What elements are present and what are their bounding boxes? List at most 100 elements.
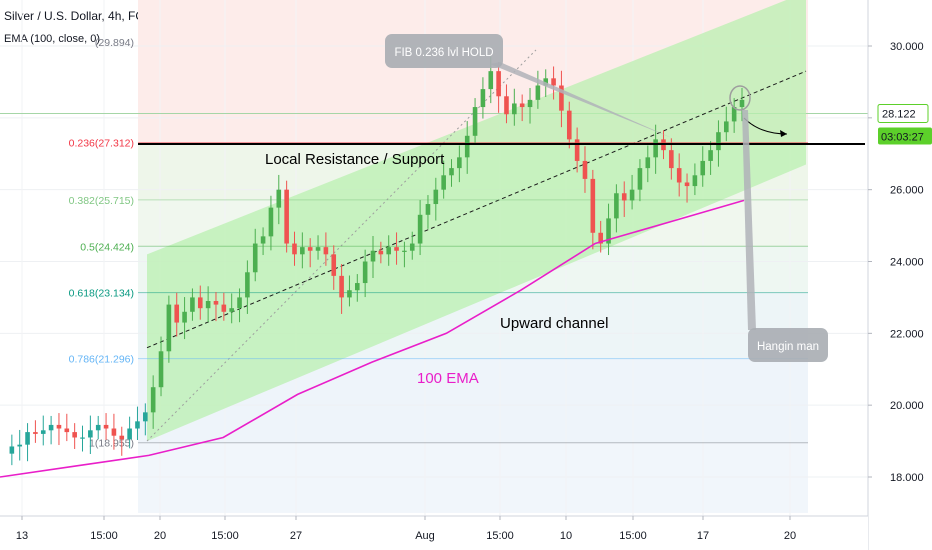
candle-body <box>512 103 517 115</box>
candle-body <box>731 107 737 122</box>
hanging-man-circle <box>729 85 751 111</box>
candle-body <box>323 247 329 255</box>
candle-body <box>723 121 729 133</box>
candle-body <box>574 139 580 161</box>
time-tick-label: 20 <box>154 530 166 542</box>
time-axis[interactable]: 13 15:00 20 15:00 27 Aug 15:00 10 15:00 17 20 <box>0 515 868 550</box>
candle-body <box>119 435 125 440</box>
fib-label-0.382: 0.382(25.715) <box>69 195 134 207</box>
candle-body <box>229 308 234 312</box>
candle-body <box>621 193 627 201</box>
candle-body <box>472 107 478 136</box>
candle-body <box>362 261 368 284</box>
candle-body <box>33 432 38 434</box>
price-tick-label: 30.000 <box>890 41 924 53</box>
ema-annotation: 100 EMA <box>417 370 479 387</box>
candle-body <box>402 250 407 252</box>
candle-body <box>386 247 392 255</box>
candle-body <box>260 236 266 244</box>
time-tick-label: Aug <box>415 530 435 542</box>
fib-label-1: 1(18.955) <box>89 438 134 450</box>
candle-body <box>614 193 619 219</box>
candle-body <box>237 297 242 309</box>
candle-body <box>354 283 360 291</box>
candle-body <box>315 247 321 251</box>
candle-body <box>127 428 132 440</box>
candle-body <box>245 272 250 298</box>
candle-body <box>441 175 446 190</box>
last-price-label: 28.122 <box>882 108 916 120</box>
fib-trendline <box>146 49 537 442</box>
fib-label-0.5: 0.5(24.424) <box>80 241 134 253</box>
candle-body <box>135 421 140 429</box>
time-axis-bg <box>0 516 868 550</box>
candle-body <box>339 275 344 298</box>
candle-body <box>692 175 698 187</box>
fib-band-6 <box>138 442 808 513</box>
countdown-box <box>878 127 932 145</box>
candle-body <box>566 110 572 140</box>
candle-body <box>645 157 651 169</box>
price-axis[interactable]: 18.00020.00022.00024.00026.00028.00030.0… <box>867 0 932 550</box>
candle-body <box>88 430 93 438</box>
time-tick-label: 15:00 <box>486 530 514 542</box>
fib-callout-box <box>385 34 503 68</box>
candle-body <box>9 446 15 454</box>
time-tick-label: 10 <box>560 530 572 542</box>
candle-body <box>72 432 77 438</box>
candle-body <box>684 182 690 187</box>
candle-body <box>111 428 117 436</box>
candle-body <box>150 387 156 413</box>
candle-body <box>143 412 148 422</box>
candle-body <box>637 168 643 190</box>
price-axis-bg <box>868 0 932 550</box>
candle-body <box>739 99 745 108</box>
candle-body <box>205 301 211 309</box>
time-tick-label: 20 <box>784 530 796 542</box>
candle-body <box>378 250 384 255</box>
channel-fill <box>147 0 806 442</box>
upward-channel <box>146 0 807 442</box>
candle-body <box>292 243 297 255</box>
candle-body <box>347 290 352 298</box>
candle-body <box>64 428 70 433</box>
candle-body <box>480 89 486 108</box>
candle-body <box>80 437 85 439</box>
resistance-label: Local Resistance / Support <box>265 151 445 168</box>
time-tick-label: 27 <box>290 530 302 542</box>
price-tick-label: 20.000 <box>890 400 924 412</box>
candle-body <box>56 424 62 429</box>
candle-body <box>716 132 721 151</box>
candle-body <box>174 304 180 323</box>
candle-body <box>519 103 525 108</box>
time-tick-label: 15:00 <box>211 530 239 542</box>
candle-body <box>409 243 415 251</box>
candle-body <box>190 297 195 312</box>
candle-body <box>182 311 187 323</box>
candle-body <box>433 189 439 205</box>
candle-body <box>268 207 274 237</box>
candle-body <box>213 301 219 305</box>
candle-body <box>25 432 30 445</box>
candle-body <box>197 297 203 309</box>
candle-body <box>276 189 282 208</box>
candle-body <box>40 430 46 434</box>
candle-body <box>417 214 423 244</box>
candle-body <box>504 96 509 115</box>
ema-line <box>0 199 745 478</box>
candle-body <box>629 189 635 201</box>
ema-legend-label: EMA (100, close, 0) <box>4 33 100 45</box>
candle-body <box>669 150 674 169</box>
candle-body <box>166 304 172 352</box>
candle-body <box>551 78 556 86</box>
candle-body <box>449 168 454 176</box>
candle-body <box>284 189 289 244</box>
candle-body <box>17 444 23 447</box>
hanging-man-pointer <box>742 110 756 330</box>
time-tick-label: 17 <box>697 530 709 542</box>
candle-body <box>103 424 109 429</box>
countdown-label: 03:03:27 <box>881 131 924 143</box>
candle-body <box>535 85 541 100</box>
candle-body <box>527 99 533 108</box>
